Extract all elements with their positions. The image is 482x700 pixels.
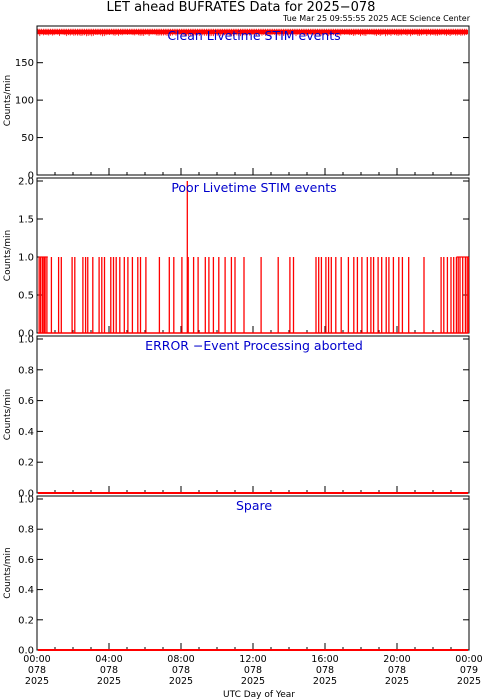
panel-title: ERROR −Event Processing aborted bbox=[145, 338, 363, 353]
y-axis-label: Counts/min bbox=[3, 230, 13, 281]
y-tick-label: 1.0 bbox=[18, 335, 34, 346]
x-tick-year: 2025 bbox=[169, 676, 193, 687]
x-tick-year: 2025 bbox=[313, 676, 337, 687]
y-tick-label: 1.0 bbox=[18, 253, 34, 264]
x-tick-doy: 078 bbox=[388, 665, 406, 676]
x-tick-time: 20:00 bbox=[383, 654, 410, 665]
x-tick-doy: 078 bbox=[316, 665, 334, 676]
x-tick-time: 00:00 bbox=[455, 654, 482, 665]
panel-frame bbox=[36, 25, 470, 176]
panel-title: Poor Livetime STIM events bbox=[171, 180, 336, 195]
figure-title: LET ahead BUFRATES Data for 2025−078 bbox=[107, 0, 376, 15]
y-tick-label: 0.2 bbox=[18, 615, 34, 626]
panel-3: 0.0 0.2 0.4 0.6 0.8 1.0 Counts/min ERROR −Event… bbox=[3, 335, 470, 500]
y-tick-label: 1.5 bbox=[18, 215, 34, 226]
x-tick-doy: 078 bbox=[28, 665, 46, 676]
y-tick-label: 0.4 bbox=[18, 427, 34, 438]
y-tick-label: 0.0 bbox=[18, 329, 34, 340]
x-tick-doy: 078 bbox=[100, 665, 118, 676]
y-tick-label: 0.5 bbox=[18, 291, 34, 302]
panel-title: Spare bbox=[236, 498, 272, 513]
x-tick-year: 2025 bbox=[97, 676, 121, 687]
y-tick-label: 0.6 bbox=[18, 396, 34, 407]
y-tick-label: 0.8 bbox=[18, 365, 34, 376]
x-tick-doy: 078 bbox=[244, 665, 262, 676]
x-tick-time: 04:00 bbox=[95, 654, 122, 665]
timestamp-label: Tue Mar 25 09:55:55 2025 ACE Science Cen… bbox=[282, 14, 471, 23]
y-axis-label: Counts/min bbox=[3, 75, 13, 126]
y-tick-label: 0.6 bbox=[18, 555, 34, 566]
panel-frame bbox=[36, 335, 470, 494]
panel-frame bbox=[36, 495, 470, 651]
y-tick-label: 0.8 bbox=[18, 525, 34, 536]
x-tick-year: 2025 bbox=[457, 676, 481, 687]
panel-4: 0.0 0.2 0.4 0.6 0.8 1.0 Counts/min Spare bbox=[3, 495, 470, 657]
panel-2: 0.0 0.5 1.0 1.5 2.0 Counts/min Poor Livetime S… bbox=[3, 177, 470, 340]
y-tick-label: 0.4 bbox=[18, 585, 34, 596]
y-tick-label: 0 bbox=[28, 171, 34, 182]
y-tick-label: 1.0 bbox=[18, 495, 34, 506]
y-tick-label: 100 bbox=[15, 96, 34, 107]
y-tick-label: 50 bbox=[21, 133, 34, 144]
y-tick-label: 0.0 bbox=[18, 489, 34, 500]
y-tick-label: 150 bbox=[15, 58, 34, 69]
y-axis-label: Counts/min bbox=[3, 547, 13, 598]
x-tick-doy: 079 bbox=[460, 665, 478, 676]
panel-title: Clean Livetime STIM events bbox=[167, 28, 340, 43]
x-tick-time: 00:00 bbox=[23, 654, 50, 665]
y-axis-label: Counts/min bbox=[3, 389, 13, 440]
x-tick-year: 2025 bbox=[241, 676, 265, 687]
x-tick-year: 2025 bbox=[385, 676, 409, 687]
x-axis-label: UTC Day of Year bbox=[223, 690, 295, 700]
x-tick-time: 16:00 bbox=[311, 654, 338, 665]
y-tick-label: 0.2 bbox=[18, 458, 34, 469]
x-tick-year: 2025 bbox=[25, 676, 49, 687]
x-tick-time: 08:00 bbox=[167, 654, 194, 665]
x-tick-time: 12:00 bbox=[239, 654, 266, 665]
y-tick-label: 2.0 bbox=[18, 177, 34, 188]
y-tick-label: 0.0 bbox=[18, 646, 34, 657]
x-tick-doy: 078 bbox=[172, 665, 190, 676]
